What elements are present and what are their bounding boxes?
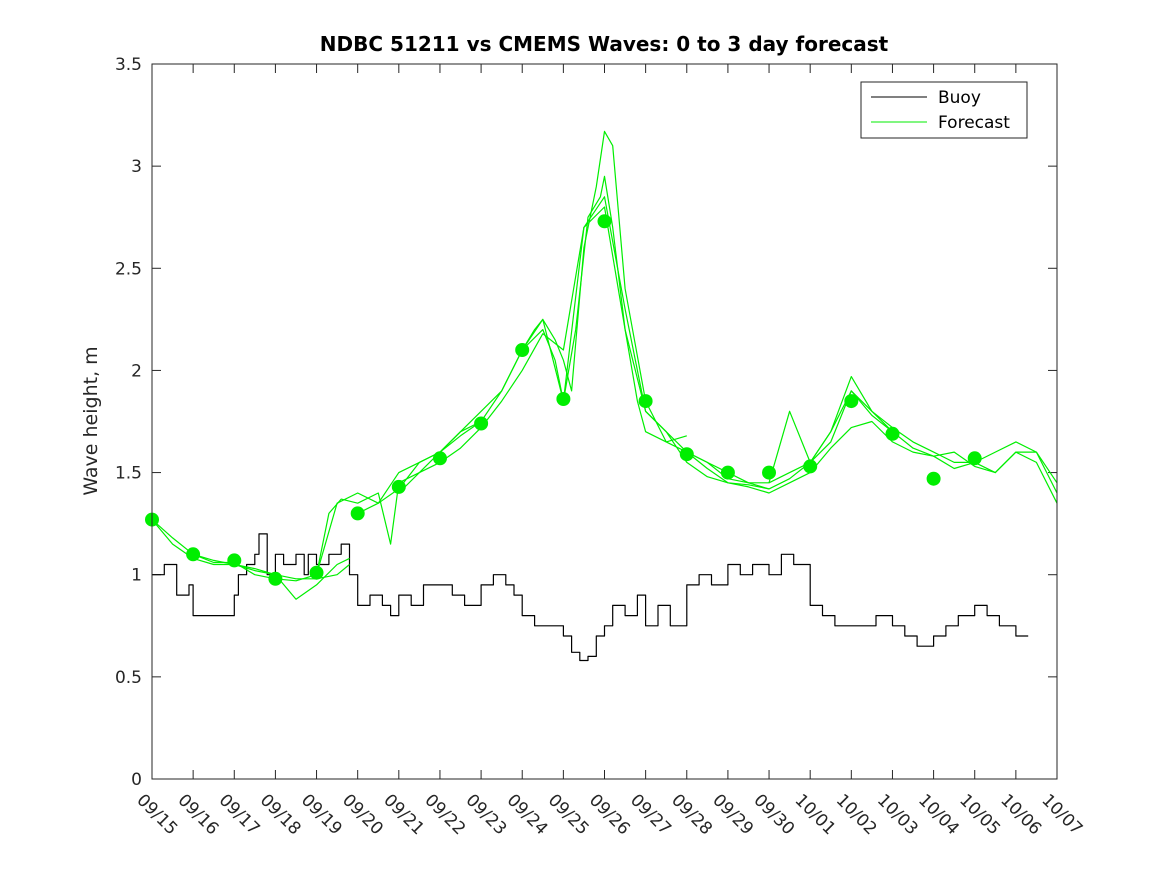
- y-tick-label: 2.5: [115, 259, 142, 279]
- forecast-marker: [556, 392, 571, 406]
- forecast-marker: [926, 471, 941, 486]
- forecast-marker: [679, 447, 694, 462]
- series-forecast-line: [521, 196, 1058, 484]
- series-buoy-line: [152, 533, 1029, 662]
- plot-area: [152, 64, 1057, 779]
- forecast-marker: [720, 465, 735, 480]
- y-tick-label: 2: [131, 361, 142, 381]
- forecast-marker: [350, 506, 365, 521]
- series-forecast-line: [768, 390, 1058, 494]
- forecast-marker: [391, 479, 406, 494]
- chart-title: NDBC 51211 vs CMEMS Waves: 0 to 3 day fo…: [320, 32, 889, 56]
- forecast-marker: [803, 459, 818, 474]
- forecast-marker: [433, 451, 447, 466]
- forecast-marker: [844, 394, 859, 409]
- axes-frame: [151, 63, 1058, 780]
- forecast-marker: [268, 571, 283, 586]
- forecast-marker: [967, 451, 982, 466]
- y-tick-label: 1: [131, 566, 142, 586]
- y-tick-label: 0: [131, 770, 142, 790]
- forecast-marker: [186, 547, 201, 562]
- y-axis-label: Wave height, m: [80, 346, 102, 495]
- forecast-marker: [597, 214, 612, 229]
- y-tick-label: 3.5: [115, 55, 142, 75]
- forecast-marker: [474, 416, 489, 431]
- legend: Buoy Forecast: [860, 81, 1028, 139]
- forecast-marker: [309, 565, 324, 580]
- forecast-marker: [885, 426, 900, 441]
- forecast-marker: [515, 343, 530, 357]
- forecast-marker: [762, 465, 776, 480]
- y-tick-label: 3: [131, 157, 142, 177]
- y-tick-label: 0.5: [115, 668, 142, 688]
- legend-entry-buoy: Buoy: [938, 88, 981, 108]
- forecast-marker: [227, 553, 242, 568]
- legend-entry-forecast: Forecast: [938, 113, 1010, 133]
- forecast-marker: [638, 394, 653, 409]
- y-tick-label: 1.5: [115, 464, 142, 484]
